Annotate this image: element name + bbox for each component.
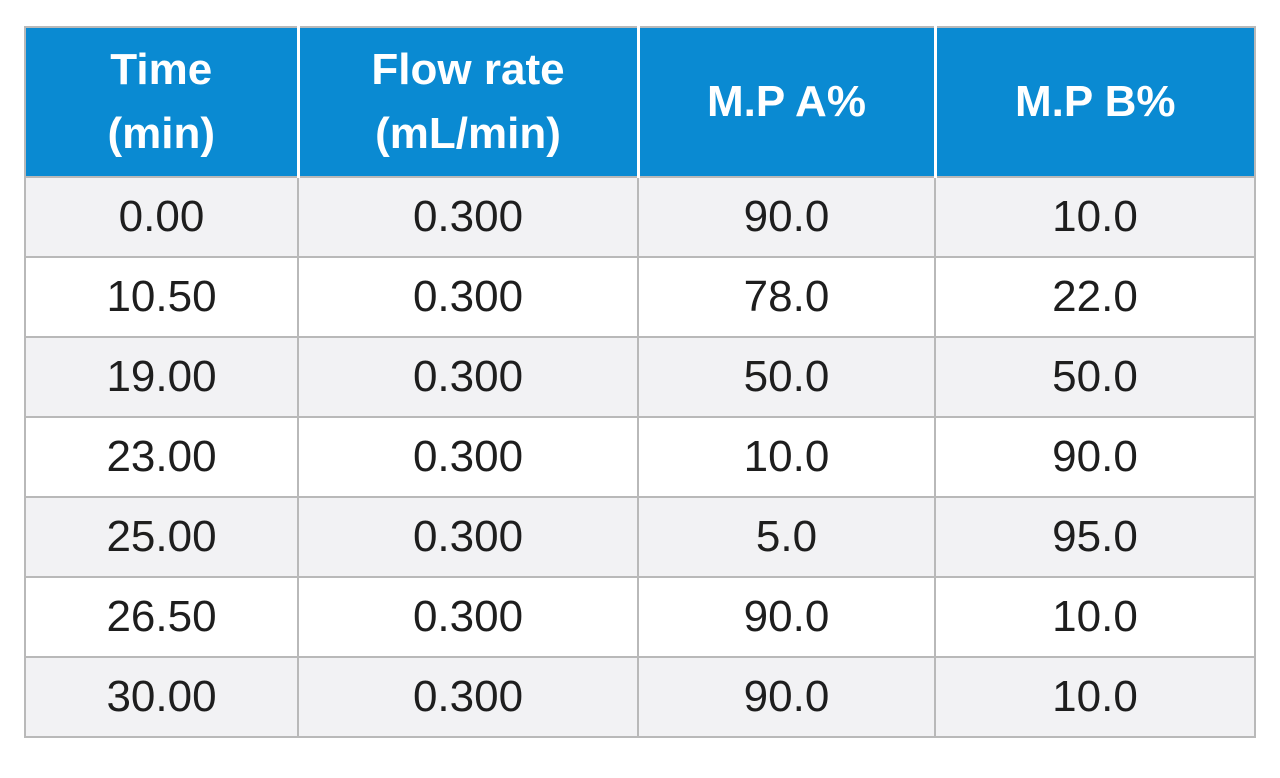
cell-time: 10.50 <box>24 256 299 338</box>
header-time-line1: Time <box>110 45 213 94</box>
cell-mp-b: 10.0 <box>934 176 1256 258</box>
cell-flow-rate: 0.300 <box>297 176 639 258</box>
table-body: 0.00 0.300 90.0 10.0 10.50 0.300 78.0 22… <box>24 176 1256 738</box>
header-mp-b-label: M.P B% <box>1014 77 1176 126</box>
cell-time: 25.00 <box>24 496 299 578</box>
cell-mp-a: 90.0 <box>637 576 936 658</box>
table-row: 19.00 0.300 50.0 50.0 <box>24 336 1256 418</box>
cell-mp-a: 78.0 <box>637 256 936 338</box>
header-time: Time (min) <box>24 26 300 178</box>
cell-time: 19.00 <box>24 336 299 418</box>
cell-mp-a: 90.0 <box>637 656 936 738</box>
cell-flow-rate: 0.300 <box>297 416 639 498</box>
cell-mp-b: 10.0 <box>934 656 1256 738</box>
cell-flow-rate: 0.300 <box>297 496 639 578</box>
cell-mp-b: 95.0 <box>934 496 1256 578</box>
cell-time: 26.50 <box>24 576 299 658</box>
cell-flow-rate: 0.300 <box>297 656 639 738</box>
cell-mp-b: 90.0 <box>934 416 1256 498</box>
cell-time: 23.00 <box>24 416 299 498</box>
header-flow-rate-line2: (mL/min) <box>375 109 561 158</box>
table-header: Time (min) Flow rate (mL/min) M.P A% M.P… <box>24 26 1256 178</box>
header-mp-a: M.P A% <box>636 26 937 178</box>
header-mp-b: M.P B% <box>933 26 1256 178</box>
header-flow-rate-line1: Flow rate <box>371 45 565 94</box>
gradient-table: Time (min) Flow rate (mL/min) M.P A% M.P… <box>24 26 1256 738</box>
header-time-line2: (min) <box>107 109 216 158</box>
cell-mp-b: 50.0 <box>934 336 1256 418</box>
cell-mp-a: 50.0 <box>637 336 936 418</box>
cell-flow-rate: 0.300 <box>297 336 639 418</box>
cell-flow-rate: 0.300 <box>297 256 639 338</box>
cell-mp-a: 5.0 <box>637 496 936 578</box>
table-row: 10.50 0.300 78.0 22.0 <box>24 256 1256 338</box>
header-mp-a-label: M.P A% <box>707 77 866 126</box>
table-row: 30.00 0.300 90.0 10.0 <box>24 656 1256 738</box>
cell-mp-b: 10.0 <box>934 576 1256 658</box>
table-row: 26.50 0.300 90.0 10.0 <box>24 576 1256 658</box>
table-row: 0.00 0.300 90.0 10.0 <box>24 176 1256 258</box>
table-row: 23.00 0.300 10.0 90.0 <box>24 416 1256 498</box>
cell-flow-rate: 0.300 <box>297 576 639 658</box>
cell-time: 30.00 <box>24 656 299 738</box>
header-row: Time (min) Flow rate (mL/min) M.P A% M.P… <box>24 26 1256 178</box>
cell-mp-b: 22.0 <box>934 256 1256 338</box>
cell-mp-a: 10.0 <box>637 416 936 498</box>
header-flow-rate: Flow rate (mL/min) <box>296 26 640 178</box>
gradient-table-container: Time (min) Flow rate (mL/min) M.P A% M.P… <box>24 26 1256 738</box>
cell-time: 0.00 <box>24 176 299 258</box>
cell-mp-a: 90.0 <box>637 176 936 258</box>
table-row: 25.00 0.300 5.0 95.0 <box>24 496 1256 578</box>
